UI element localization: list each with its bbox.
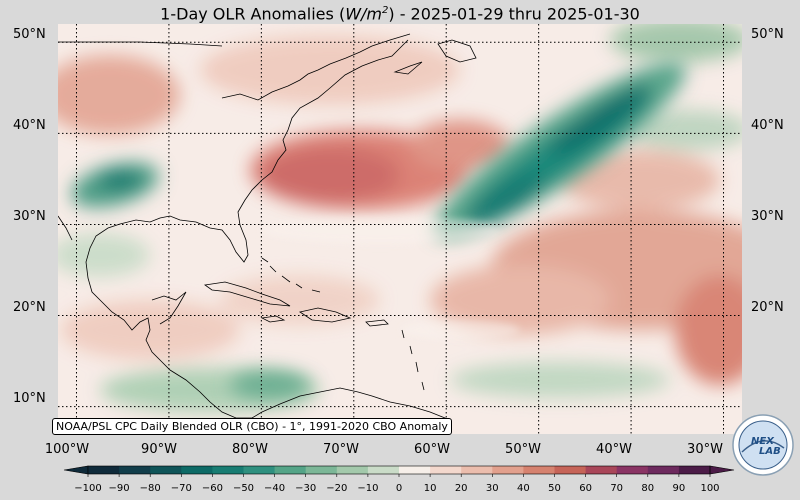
colorbar-segment: [647, 466, 680, 474]
lat-label-left: 20°N: [13, 300, 46, 315]
colorbar-segment: [461, 466, 493, 474]
map-title: 1-Day OLR Anomalies (W/m2) - 2025-01-29 …: [160, 4, 640, 24]
colorbar-tick-label: 30: [485, 483, 499, 494]
colorbar-tick-label: 0: [395, 483, 403, 494]
data-credit: NOAA/PSL CPC Daily Blended OLR (CBO) - 1…: [52, 418, 452, 435]
colorbar-segment: [367, 466, 400, 474]
graticule: [58, 24, 742, 434]
colorbar-segment: [336, 466, 369, 474]
colorbar-tick-label: −90: [108, 483, 130, 494]
colorbar-tick-label: −20: [326, 483, 348, 494]
colorbar-segment: [88, 466, 120, 474]
lon-label: 60°W: [414, 442, 450, 457]
svg-text:LAB: LAB: [759, 446, 781, 457]
lat-label-right: 40°N: [751, 118, 784, 133]
colorbar-segment: [523, 466, 555, 474]
colorbar-tick-label: −70: [170, 483, 192, 494]
colorbar-tick-label: 70: [610, 483, 624, 494]
colorbar-tick-label: 40: [517, 483, 530, 494]
lat-label-left: 50°N: [13, 27, 46, 42]
colorbar-tick-label: −10: [357, 483, 379, 494]
colorbar-tick-label: 20: [454, 483, 468, 494]
colorbar-extend-low: [63, 465, 89, 475]
colorbar-tick-label: 10: [423, 483, 437, 494]
lat-label-left: 10°N: [13, 391, 46, 406]
lon-label: 50°W: [505, 442, 541, 457]
colorbar: [63, 465, 735, 477]
colorbar-segment: [399, 466, 431, 474]
colorbar-segment: [616, 466, 649, 474]
colorbar-segment: [492, 466, 524, 474]
colorbar-tick-label: 80: [641, 483, 655, 494]
colorbar-segment: [585, 466, 618, 474]
colorbar-tick-label: 60: [579, 483, 592, 494]
anomaly-field: [58, 24, 742, 434]
svg-text:NEX: NEX: [751, 436, 775, 447]
colorbar-tick-label: −100: [74, 483, 102, 494]
colorbar-tick-label: 100: [700, 483, 720, 494]
colorbar-segment: [430, 466, 462, 474]
colorbar-segment: [119, 466, 151, 474]
colorbar-extend-high: [709, 465, 735, 475]
lon-label: 40°W: [596, 442, 632, 457]
colorbar-tick-label: −50: [232, 483, 255, 494]
colorbar-segment: [274, 466, 307, 474]
nexlab-logo: NEX LAB: [732, 414, 794, 476]
colorbar-tick-label: −60: [201, 483, 223, 494]
lat-label-right: 30°N: [751, 209, 784, 224]
colorbar-tick-label: 50: [548, 483, 561, 494]
colorbar-segment: [678, 466, 711, 474]
colorbar-segment: [554, 466, 587, 474]
lat-label-left: 30°N: [13, 209, 46, 224]
lon-label: 70°W: [323, 442, 359, 457]
colorbar-segment: [243, 466, 276, 474]
colorbar-segment: [181, 466, 213, 474]
lat-label-right: 50°N: [751, 27, 784, 42]
colorbar-tick-label: −40: [264, 483, 286, 494]
colorbar-segment: [150, 466, 182, 474]
lon-label: 30°W: [687, 442, 723, 457]
lon-label: 90°W: [141, 442, 177, 457]
colorbar-tick-label: −80: [139, 483, 161, 494]
colorbar-tick-label: 90: [672, 483, 686, 494]
lon-label: 80°W: [232, 442, 268, 457]
colorbar-segment: [212, 466, 244, 474]
colorbar-tick-label: −30: [295, 483, 317, 494]
colorbar-segment: [305, 466, 338, 474]
lat-label-left: 40°N: [13, 118, 46, 133]
lon-label: 100°W: [44, 442, 90, 457]
coastlines: [58, 33, 477, 421]
lat-label-right: 20°N: [751, 300, 784, 315]
